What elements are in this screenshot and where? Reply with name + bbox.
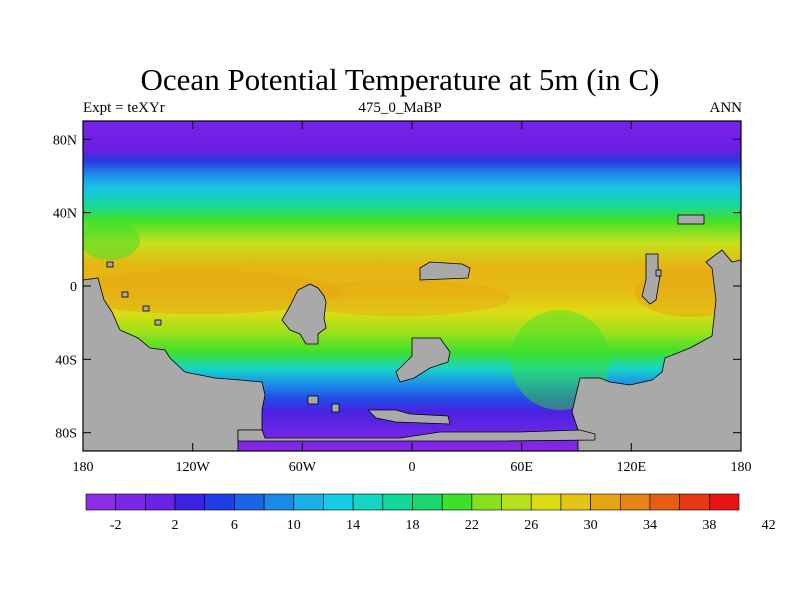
colorbar-box <box>85 493 116 511</box>
small-island-e <box>307 395 319 405</box>
lon-tick-label: 60E <box>510 460 533 475</box>
map-area <box>83 121 741 451</box>
colorbar-box <box>323 493 354 511</box>
colorbar-label: 14 <box>346 518 360 533</box>
colorbar-box <box>234 493 265 511</box>
colorbar-labels: -2 2 6 10 14 18 22 26 30 34 38 42 <box>110 518 776 533</box>
colorbar-box <box>679 493 710 511</box>
colorbar-label: 18 <box>406 518 420 533</box>
lon-tick-label: 180 <box>73 460 94 475</box>
antarctic-shelf-island <box>367 409 451 425</box>
colorbar-box <box>441 493 473 511</box>
colorbar-label: 6 <box>231 518 238 533</box>
lon-tick-label: 0 <box>409 460 416 475</box>
colorbar-label: 10 <box>287 518 301 533</box>
small-island-b <box>121 291 129 298</box>
central-island-large <box>281 283 327 345</box>
small-island-f <box>331 403 340 413</box>
small-island-a <box>106 261 114 268</box>
central-island-south <box>395 337 451 383</box>
map-title: Ocean Potential Temperature at 5m (in C) <box>140 62 660 97</box>
east-island-large <box>641 253 661 305</box>
colorbar <box>85 493 740 511</box>
colorbar-box <box>560 493 591 511</box>
lat-tick-label: 80N <box>53 133 77 148</box>
small-island-d <box>154 319 162 326</box>
colorbar-box <box>115 493 146 511</box>
colorbar-box <box>174 493 206 511</box>
southeast-continent <box>571 249 741 451</box>
colorbar-box <box>649 493 680 511</box>
land-masses <box>83 214 741 451</box>
small-island-c <box>142 305 150 312</box>
colorbar-label: 2 <box>172 518 179 533</box>
north-island <box>419 261 471 281</box>
colorbar-box <box>293 493 324 511</box>
lon-tick-label: 120W <box>176 460 211 475</box>
colorbar-box <box>263 493 295 511</box>
colorbar-box <box>709 493 740 511</box>
colorbar-box <box>412 493 443 511</box>
small-island-g <box>655 269 662 277</box>
lat-tick-label: 80S <box>55 427 77 442</box>
cool-patch-west <box>83 220 140 260</box>
colorbar-box <box>471 493 502 511</box>
lat-tick-label: 40S <box>55 353 77 368</box>
colorbar-box <box>382 493 413 511</box>
colorbar-label: 22 <box>465 518 479 533</box>
colorbar-box <box>590 493 621 511</box>
lat-tick-label: 40N <box>53 207 77 222</box>
colorbar-label: 38 <box>702 518 716 533</box>
warm-pool-west <box>83 270 340 314</box>
colorbar-label: 42 <box>762 518 776 533</box>
lat-tick-label: 0 <box>70 280 77 295</box>
longitude-axis: 180 120W 60W 0 60E 120E 180 <box>73 121 752 475</box>
colorbar-box <box>501 493 532 511</box>
colorbar-label: -2 <box>110 518 122 533</box>
warm-pool-central <box>290 280 510 316</box>
experiment-label: Expt = teXYr <box>83 100 165 116</box>
latitude-axis: 80N 40N 0 40S 80S <box>53 133 741 442</box>
colorbar-box <box>619 493 651 511</box>
season-label: ANN <box>709 100 743 116</box>
lon-tick-label: 180 <box>731 460 752 475</box>
antarctic-strip <box>237 429 596 442</box>
northeast-island <box>677 214 705 225</box>
colorbar-box <box>352 493 384 511</box>
lon-tick-label: 60W <box>289 460 317 475</box>
colorbar-box <box>145 493 176 511</box>
time-label: 475_0_MaBP <box>358 100 442 116</box>
colorbar-box <box>530 493 562 511</box>
colorbar-box <box>204 493 235 511</box>
colorbar-label: 26 <box>524 518 538 533</box>
lon-tick-label: 120E <box>617 460 647 475</box>
colorbar-label: 30 <box>584 518 598 533</box>
colorbar-label: 34 <box>643 518 657 533</box>
